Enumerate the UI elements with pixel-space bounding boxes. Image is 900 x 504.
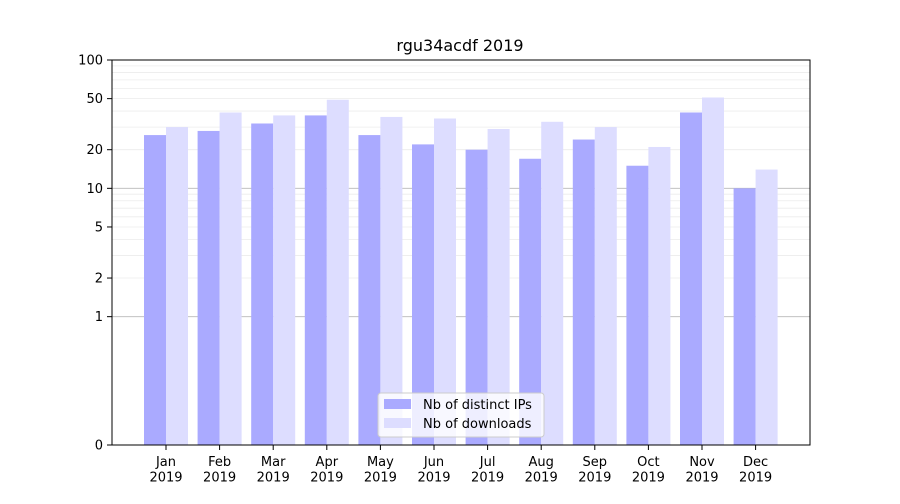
y-tick-label: 10 <box>86 182 103 197</box>
x-tick-label: Aug <box>529 455 554 470</box>
x-tick-label: 2019 <box>471 471 504 486</box>
x-tick-label: Feb <box>208 455 231 470</box>
bar-distinct-ips <box>358 135 381 445</box>
bar-distinct-ips <box>519 158 542 446</box>
bar-downloads <box>594 127 617 445</box>
x-tick-label: 2019 <box>578 471 611 486</box>
bar-downloads <box>166 127 188 445</box>
bar-downloads <box>219 112 242 445</box>
bar-downloads <box>648 146 671 445</box>
y-tick-label: 20 <box>86 143 103 158</box>
x-tick-label: 2019 <box>417 471 450 486</box>
x-tick-label: 2019 <box>149 471 182 486</box>
bar-downloads <box>755 169 778 445</box>
bar-distinct-ips <box>680 112 702 445</box>
y-tick-label: 50 <box>86 92 103 107</box>
x-tick-label: Jan <box>155 455 176 470</box>
x-tick-label: Nov <box>689 455 715 470</box>
bar-downloads <box>273 115 296 445</box>
y-tick-label: 5 <box>95 220 103 235</box>
x-tick-label: 2019 <box>203 471 236 486</box>
x-tick-label: Jul <box>479 455 496 470</box>
bar-downloads <box>434 118 456 446</box>
bar-distinct-ips <box>465 149 488 445</box>
chart-title: rgu34acdf 2019 <box>396 36 523 55</box>
bar-distinct-ips <box>572 139 595 445</box>
bar-downloads <box>326 99 349 445</box>
x-tick-label: Oct <box>637 455 659 470</box>
x-tick-label: 2019 <box>739 471 772 486</box>
x-tick-label: 2019 <box>310 471 343 486</box>
x-tick-label: Dec <box>743 455 768 470</box>
legend-label: Nb of distinct IPs <box>423 398 532 413</box>
x-tick-label: Apr <box>316 455 339 470</box>
legend-swatch <box>384 418 411 428</box>
bar-downloads <box>380 116 403 446</box>
legend-swatch <box>384 399 411 409</box>
y-tick-label: 0 <box>95 439 103 454</box>
x-tick-label: 2019 <box>525 471 558 486</box>
x-tick-label: 2019 <box>364 471 397 486</box>
bar-distinct-ips <box>412 144 434 445</box>
x-tick-label: May <box>367 455 394 470</box>
y-tick-label: 100 <box>78 54 103 69</box>
x-tick-label: Sep <box>583 455 608 470</box>
x-tick-label: 2019 <box>632 471 665 486</box>
bar-downloads <box>702 97 724 445</box>
x-tick-label: 2019 <box>685 471 718 486</box>
bar-downloads <box>541 121 564 445</box>
bar-distinct-ips <box>733 188 756 446</box>
bar-downloads <box>487 128 510 446</box>
legend-label: Nb of downloads <box>423 417 532 432</box>
x-tick-label: 2019 <box>257 471 290 486</box>
bar-distinct-ips <box>144 135 166 445</box>
legend-box <box>377 392 545 438</box>
y-tick-label: 1 <box>95 310 103 325</box>
bar-distinct-ips <box>197 130 220 445</box>
bar-distinct-ips <box>626 165 649 445</box>
plot-frame <box>111 59 811 446</box>
bar-distinct-ips <box>304 115 327 445</box>
x-tick-label: Mar <box>261 455 286 470</box>
x-tick-label: Jun <box>423 455 444 470</box>
y-tick-label: 2 <box>95 272 103 287</box>
bar-distinct-ips <box>251 123 274 446</box>
